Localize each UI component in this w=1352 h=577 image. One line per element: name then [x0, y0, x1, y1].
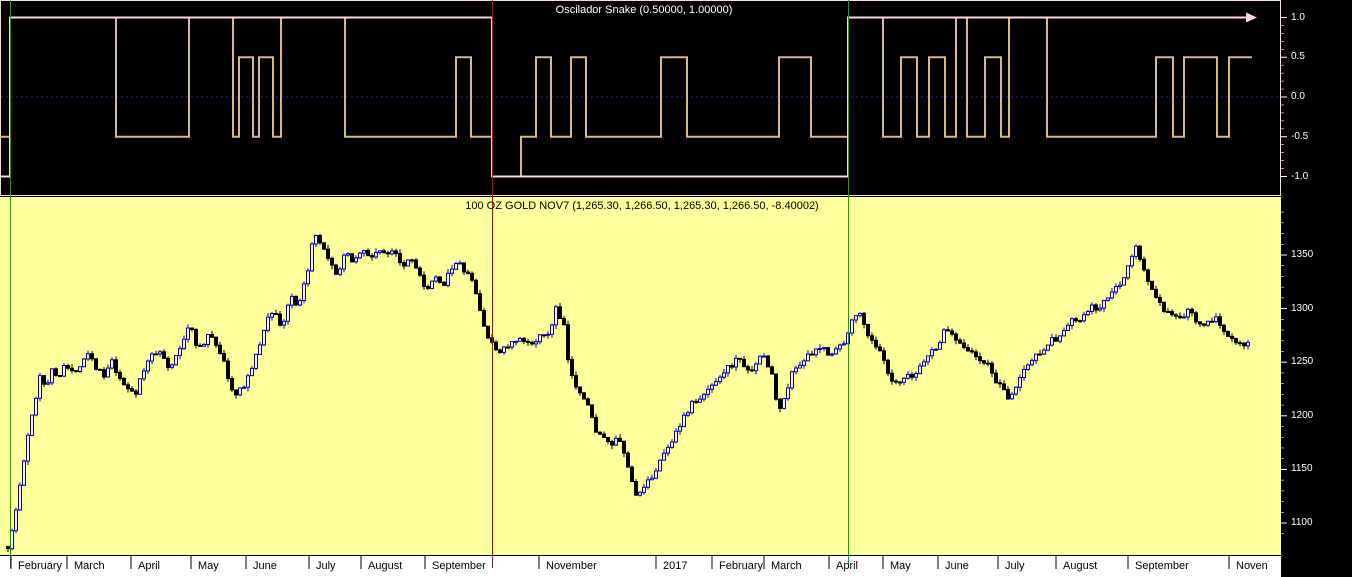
time-label: November [546, 560, 597, 572]
osc-axis-label: -0.5 [1291, 130, 1309, 142]
time-label: August [1063, 560, 1098, 572]
time-label: September [432, 560, 486, 572]
time-label: April [836, 560, 859, 572]
price-axis-label: 1250 [1291, 356, 1314, 368]
time-label: July [1005, 560, 1025, 572]
time-label: July [316, 560, 336, 572]
oscillator-title: Oscilador Snake (0.50000, 1.00000) [555, 4, 733, 16]
time-axis-bg [0, 556, 1281, 577]
candlestick-series [6, 233, 1250, 553]
osc-axis-label: 0.0 [1291, 91, 1305, 102]
oscillator-panel-border [0, 0, 1281, 196]
time-label: February [18, 560, 63, 572]
time-label: May [890, 560, 911, 572]
time-label: May [198, 560, 219, 572]
time-label: February [719, 560, 764, 572]
osc-axis-label: 1.0 [1291, 11, 1305, 23]
time-label: August [368, 560, 403, 572]
snake-line [0, 16, 1252, 178]
time-label: June [253, 560, 277, 572]
price-axis-label: 1350 [1291, 249, 1314, 260]
price-axis-label: 1150 [1291, 463, 1313, 475]
osc-axis-label: 0.5 [1291, 51, 1305, 63]
time-label: March [771, 560, 802, 572]
time-label: June [945, 560, 969, 572]
time-label: Noven [1236, 560, 1268, 572]
price-title: 100 OZ GOLD NOV7 (1,265.30, 1,266.50, 1,… [465, 200, 819, 212]
signal-arrow-icon [1246, 12, 1257, 23]
time-label: March [74, 560, 105, 572]
time-label: 2017 [663, 560, 688, 572]
osc-axis-label: -1.0 [1291, 170, 1309, 182]
time-label: April [138, 560, 161, 572]
price-panel-bg [0, 197, 1281, 555]
price-axis-label: 1300 [1291, 302, 1314, 314]
price-axis-label: 1100 [1291, 517, 1313, 528]
price-axis-label: 1200 [1291, 409, 1314, 421]
time-label: September [1135, 560, 1189, 572]
